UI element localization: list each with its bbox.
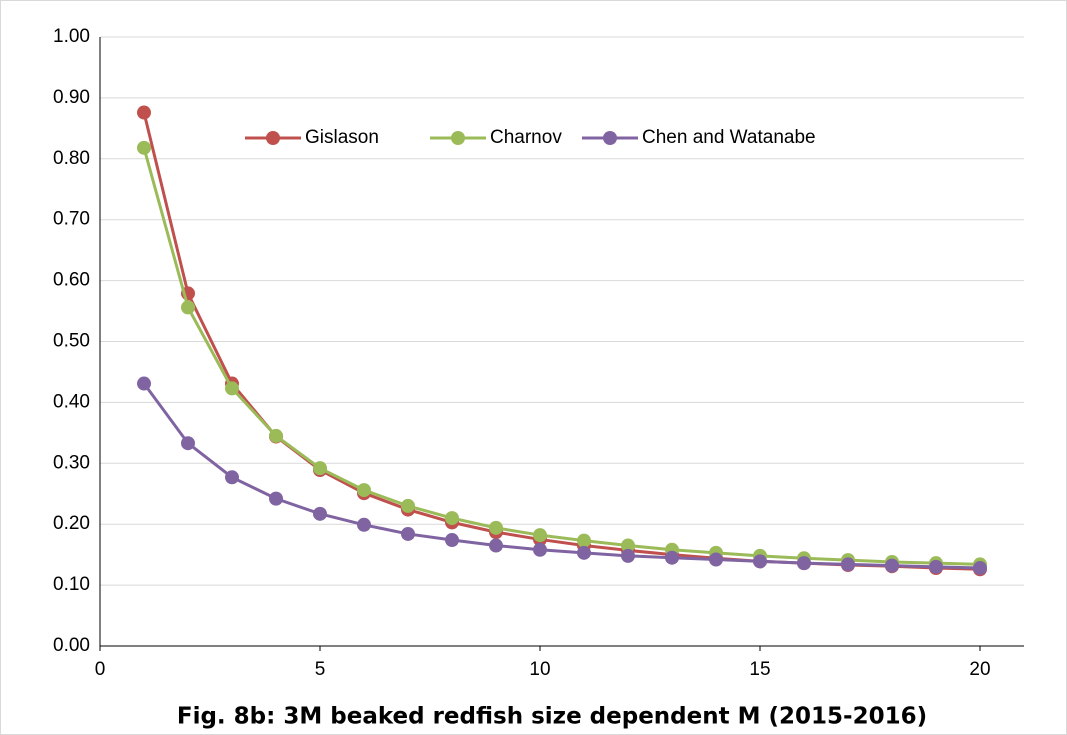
series-marker xyxy=(621,538,635,553)
x-tick-label: 20 xyxy=(969,659,990,680)
series-marker xyxy=(841,557,855,572)
series-marker xyxy=(357,483,371,498)
y-tick-label: 1.00 xyxy=(53,26,90,47)
series-marker xyxy=(753,554,767,569)
series-marker xyxy=(621,548,635,563)
series-marker xyxy=(269,428,283,443)
series-marker xyxy=(885,558,899,573)
series-marker xyxy=(181,300,195,315)
y-tick-label: 0.90 xyxy=(53,87,90,108)
series-line xyxy=(142,147,981,566)
series-marker xyxy=(137,105,151,120)
legend-label: Gislason xyxy=(305,127,379,148)
series-marker xyxy=(577,533,591,548)
y-tick-label: 0.10 xyxy=(53,574,90,595)
y-tick-label: 0.40 xyxy=(53,391,90,412)
series-marker xyxy=(225,470,239,485)
chart-title: Fig. 8b: 3M beaked redfish size dependen… xyxy=(177,704,927,730)
y-tick-label: 0.50 xyxy=(53,331,90,352)
series-marker xyxy=(489,520,503,535)
series-marker xyxy=(533,528,547,543)
series-marker xyxy=(709,552,723,567)
y-tick-label: 0.80 xyxy=(53,148,90,169)
series-marker xyxy=(665,550,679,565)
series-marker xyxy=(577,545,591,560)
series-marker xyxy=(313,461,327,476)
legend-label: Charnov xyxy=(490,127,562,148)
legend-label: Chen and Watanabe xyxy=(642,127,816,148)
y-tick-label: 0.00 xyxy=(53,635,90,656)
series-marker xyxy=(533,542,547,557)
x-tick-label: 5 xyxy=(315,659,326,680)
series-marker xyxy=(137,376,151,391)
series-marker xyxy=(181,436,195,451)
series-marker xyxy=(401,498,415,513)
y-tick-label: 0.70 xyxy=(53,209,90,230)
y-tick-label: 0.20 xyxy=(53,513,90,534)
legend-marker xyxy=(451,131,465,145)
series-marker xyxy=(269,491,283,506)
series-marker xyxy=(973,561,987,576)
series-marker xyxy=(313,506,327,521)
series-line xyxy=(142,382,981,570)
y-tick-label: 0.30 xyxy=(53,452,90,473)
series-marker xyxy=(797,556,811,571)
series-marker xyxy=(137,140,151,155)
series-marker xyxy=(445,511,459,526)
legend-marker xyxy=(603,131,617,145)
y-tick-label: 0.60 xyxy=(53,270,90,291)
series-marker xyxy=(929,559,943,574)
x-tick-label: 15 xyxy=(749,659,770,680)
x-tick-label: 0 xyxy=(95,659,106,680)
series-marker xyxy=(401,526,415,541)
series-marker xyxy=(445,533,459,548)
x-tick-label: 10 xyxy=(529,659,550,680)
legend-marker xyxy=(266,131,280,145)
series-marker xyxy=(225,381,239,396)
series-marker xyxy=(357,517,371,532)
series-marker xyxy=(489,538,503,553)
